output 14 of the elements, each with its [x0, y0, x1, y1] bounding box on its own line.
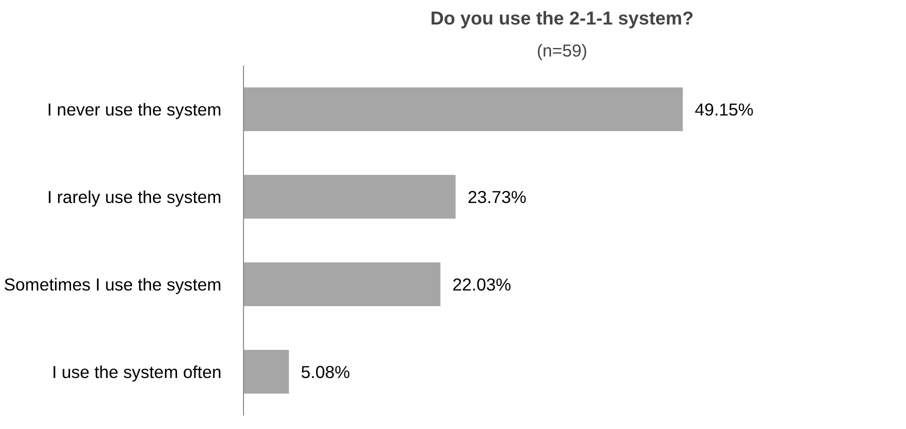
- y-tick-label: Sometimes I use the system: [4, 274, 222, 294]
- chart-title: Do you use the 2-1-1 system?: [430, 8, 694, 28]
- data-label: 5.08%: [300, 362, 350, 382]
- y-tick-label: I use the system often: [52, 362, 222, 382]
- data-label: 23.73%: [468, 186, 526, 207]
- y-tick-label: I rarely use the system: [47, 186, 222, 207]
- bar: [244, 350, 289, 394]
- data-label: 22.03%: [452, 274, 512, 294]
- bar: [244, 87, 683, 132]
- y-tick-label: I never use the system: [47, 99, 222, 120]
- data-label: 49.15%: [694, 99, 754, 120]
- bar: [244, 262, 440, 306]
- chart-subtitle: (n=59): [536, 40, 588, 60]
- bar: [244, 174, 456, 219]
